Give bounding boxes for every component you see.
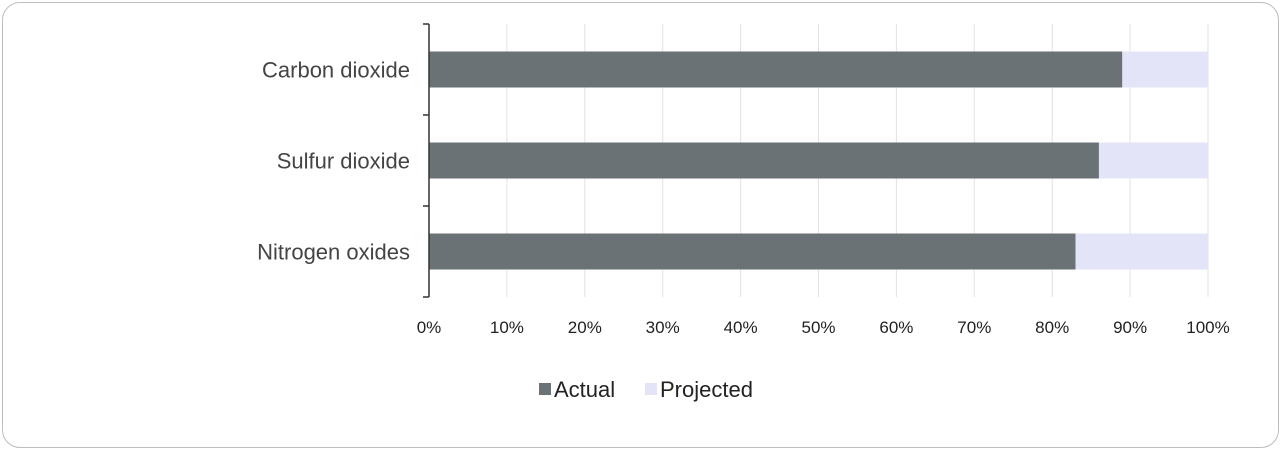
bar-projected-1 — [1098, 142, 1208, 179]
x-tick-label: 70% — [957, 318, 991, 337]
x-tick-label: 30% — [646, 318, 680, 337]
x-tick-label: 0% — [417, 318, 442, 337]
category-label: Nitrogen oxides — [257, 240, 410, 265]
x-tick-label: 100% — [1186, 318, 1229, 337]
legend-label-projected: Projected — [660, 377, 753, 402]
x-tick-label: 10% — [490, 318, 524, 337]
bar-projected-2 — [1075, 233, 1208, 270]
legend-swatch-projected — [645, 383, 657, 395]
bar-actual-2 — [429, 233, 1076, 270]
bar-actual-0 — [429, 51, 1123, 88]
category-label: Carbon dioxide — [262, 58, 410, 83]
bar-projected-0 — [1122, 51, 1208, 88]
x-tick-labels: 0% 10% 20% 30% 40% 50% 60% 70% 80% 90% 100% — [417, 318, 1230, 337]
bar-actual-1 — [429, 142, 1099, 179]
x-tick-label: 40% — [724, 318, 758, 337]
x-tick-label: 90% — [1113, 318, 1147, 337]
legend: Actual Projected — [539, 377, 753, 402]
category-labels: Carbon dioxide Sulfur dioxide Nitrogen oxi… — [257, 58, 410, 265]
x-tick-label: 50% — [801, 318, 835, 337]
bars — [429, 51, 1208, 270]
category-label: Sulfur dioxide — [277, 149, 410, 174]
category-axis — [423, 23, 430, 298]
x-tick-label: 20% — [568, 318, 602, 337]
x-tick-label: 80% — [1035, 318, 1069, 337]
legend-label-actual: Actual — [554, 377, 615, 402]
x-tick-label: 60% — [879, 318, 913, 337]
legend-swatch-actual — [539, 383, 551, 395]
